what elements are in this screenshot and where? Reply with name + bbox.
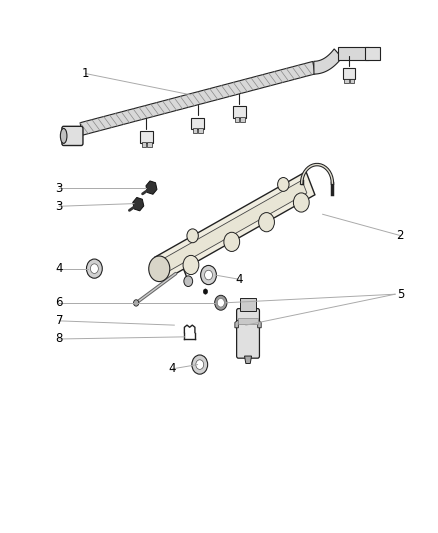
Text: 4: 4 [168,362,176,375]
Circle shape [90,264,98,273]
FancyBboxPatch shape [240,298,255,311]
FancyBboxPatch shape [343,78,348,83]
Ellipse shape [60,128,67,143]
Circle shape [183,255,198,274]
FancyBboxPatch shape [141,142,145,147]
Circle shape [133,300,138,306]
Text: 7: 7 [55,314,63,327]
Circle shape [214,295,226,310]
Polygon shape [257,320,261,328]
Polygon shape [132,197,144,211]
Circle shape [148,256,170,281]
Text: 6: 6 [55,296,63,309]
FancyBboxPatch shape [233,107,245,118]
Circle shape [187,229,198,243]
Circle shape [203,289,207,294]
FancyBboxPatch shape [191,118,203,130]
Text: 2: 2 [396,229,403,242]
FancyBboxPatch shape [198,128,202,133]
Circle shape [258,213,274,232]
Circle shape [277,177,288,191]
Polygon shape [145,181,157,195]
Text: 4: 4 [235,273,243,286]
Text: 4: 4 [55,262,63,275]
Circle shape [184,276,192,287]
Polygon shape [337,47,368,60]
Polygon shape [162,180,306,272]
Text: 3: 3 [56,182,63,195]
Circle shape [223,232,239,252]
FancyBboxPatch shape [349,78,353,83]
Circle shape [86,259,102,278]
FancyBboxPatch shape [342,68,354,79]
Text: 5: 5 [396,288,403,301]
Polygon shape [244,356,251,364]
FancyBboxPatch shape [238,318,257,324]
Polygon shape [234,320,238,328]
Circle shape [293,193,308,212]
FancyBboxPatch shape [234,117,238,122]
FancyBboxPatch shape [192,128,197,133]
Polygon shape [80,61,314,135]
Circle shape [200,265,216,285]
FancyBboxPatch shape [364,47,379,60]
Polygon shape [313,49,341,74]
FancyBboxPatch shape [62,126,83,146]
FancyBboxPatch shape [240,117,244,122]
Circle shape [191,355,207,374]
Circle shape [217,298,224,307]
Text: 8: 8 [56,333,63,345]
Circle shape [195,360,203,369]
FancyBboxPatch shape [140,131,152,143]
Polygon shape [155,172,314,280]
FancyBboxPatch shape [236,309,259,358]
Text: 1: 1 [81,67,89,80]
FancyBboxPatch shape [147,142,151,147]
Text: 3: 3 [56,200,63,213]
Circle shape [204,270,212,280]
